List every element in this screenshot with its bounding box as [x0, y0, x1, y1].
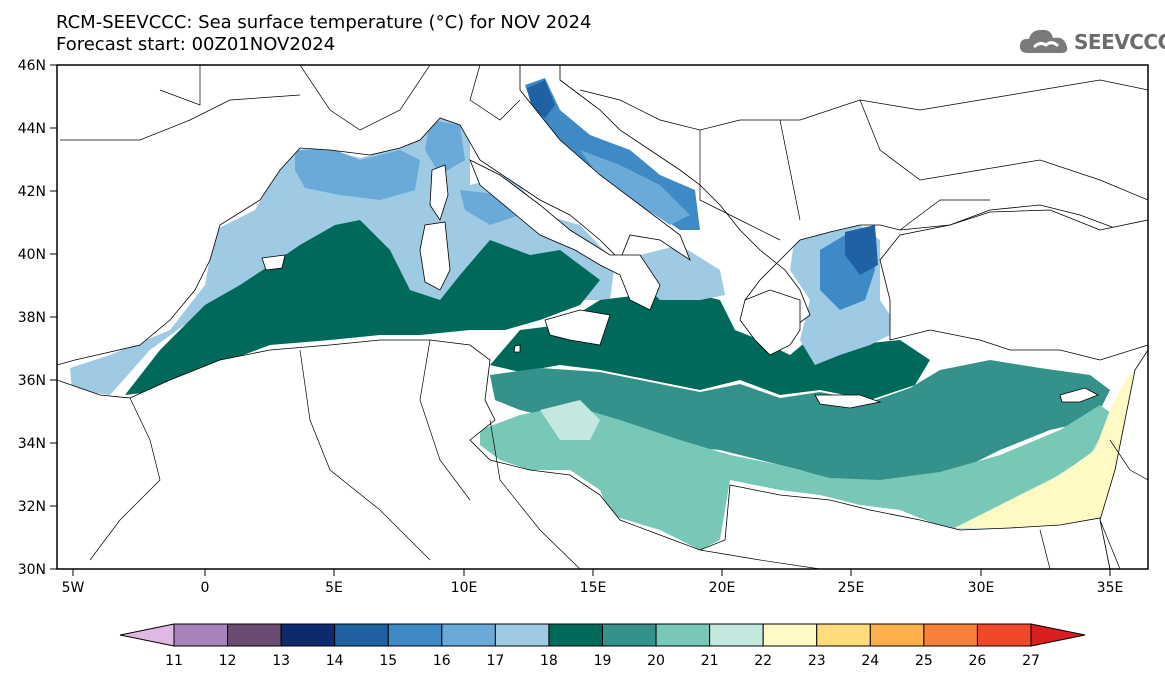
sst-region-wmed-19: [125, 220, 600, 395]
land-north-africa: [57, 339, 1111, 569]
land-europe-west: [57, 65, 691, 366]
lat-tick-label: 42N: [18, 184, 46, 200]
colorbar-label: 17: [486, 653, 504, 669]
lat-tick-label: 34N: [18, 436, 46, 452]
lat-tick-label: 46N: [18, 58, 46, 74]
land-cyprus: [1059, 387, 1099, 403]
lon-tick-label: 10E: [451, 580, 478, 596]
cloud-icon: [1019, 29, 1068, 53]
forecast-start-label: Forecast start: 00Z01NOV2024: [56, 34, 336, 55]
lat-tick-label: 40N: [18, 247, 46, 263]
colorbar-swatch: [869, 623, 925, 647]
lon-tick-label: 35E: [1097, 580, 1124, 596]
colorbar-min-arrow: [119, 623, 175, 647]
colorbar-label: 18: [540, 653, 558, 669]
sst-region-sicily-22: [540, 400, 600, 440]
sst-region-aegean-15: [845, 225, 878, 275]
seevccc-logo: SEEVCCC: [1018, 24, 1165, 60]
sst-region-levant-23: [955, 370, 1135, 528]
colorbar-swatch: [762, 623, 818, 647]
colorbar: 11 12 13 14 15 16 17 18 19 20 21 22 23 24 25 26 27: [119, 623, 1086, 669]
logo-text: SEEVCCC: [1074, 30, 1165, 54]
land-italy: [469, 159, 661, 311]
country-borders: [60, 65, 1148, 569]
lat-axis: 46N 44N 42N 40N 38N 36N 34N 32N 30N: [18, 58, 57, 578]
colorbar-label: 26: [969, 653, 987, 669]
land-greece: [739, 289, 801, 356]
colorbar-swatch: [387, 623, 443, 647]
land-anatolia: [879, 209, 1148, 361]
sst-region-ligurian-17: [425, 120, 465, 175]
sst-region-otranto-18: [640, 245, 725, 300]
colorbar-swatch: [227, 623, 282, 647]
colorbar-label: 14: [326, 653, 344, 669]
land-corsica: [429, 164, 449, 221]
colorbar-label: 21: [701, 653, 719, 669]
colorbar-label: 24: [861, 653, 879, 669]
lon-tick-label: 25E: [838, 580, 865, 596]
colorbar-swatch: [334, 623, 389, 647]
colorbar-label: 12: [219, 653, 237, 669]
colorbar-swatch: [976, 623, 1032, 647]
colorbar-swatch: [280, 623, 336, 647]
colorbar-label: 13: [272, 653, 290, 669]
colorbar-max-arrow: [1030, 623, 1086, 647]
map-title: RCM-SEEVCCC: Sea surface temperature (°C…: [56, 12, 592, 33]
colorbar-label: 25: [915, 653, 933, 669]
lat-tick-label: 36N: [18, 373, 46, 389]
colorbar-swatch: [923, 623, 978, 647]
lat-tick-label: 30N: [18, 562, 46, 578]
colorbar-label: 11: [165, 653, 183, 669]
land-sardinia: [419, 221, 451, 291]
sst-region-ionian-20: [490, 360, 1110, 485]
colorbar-swatch: [494, 623, 550, 647]
land-sicily: [544, 309, 611, 346]
lon-tick-label: 15E: [580, 580, 607, 596]
colorbar-label: 20: [647, 653, 665, 669]
colorbar-swatch: [173, 623, 229, 647]
colorbar-swatch: [709, 623, 764, 647]
sst-region-levant-21: [480, 405, 1120, 550]
lat-tick-label: 32N: [18, 499, 46, 515]
colorbar-label: 27: [1022, 653, 1040, 669]
colorbar-label: 16: [433, 653, 451, 669]
land-pantelleria: [513, 344, 521, 353]
colorbar-swatch: [548, 623, 603, 647]
colorbar-swatch: [655, 623, 711, 647]
land-crete: [814, 394, 882, 409]
land-levant: [1099, 349, 1148, 569]
colorbar-swatch: [816, 623, 871, 647]
lon-tick-label: 30E: [968, 580, 995, 596]
lon-tick-label: 5E: [325, 580, 343, 596]
lon-tick-label: 5W: [62, 580, 85, 596]
colorbar-label: 22: [754, 653, 772, 669]
colorbar-label: 23: [808, 653, 826, 669]
lat-tick-label: 38N: [18, 310, 46, 326]
lon-tick-label: 20E: [709, 580, 736, 596]
sst-region-wmed-17: [295, 148, 420, 200]
lon-tick-label: 0: [201, 580, 210, 596]
land-outlines: [57, 65, 1148, 569]
colorbar-label: 19: [594, 653, 612, 669]
lon-axis: 5W 0 5E 10E 15E 20E 25E 30E 35E: [62, 569, 1124, 596]
sst-field: [70, 78, 1135, 550]
colorbar-swatch: [602, 623, 657, 647]
sst-region-adriatic-17: [580, 150, 690, 225]
colorbar-label: 15: [379, 653, 397, 669]
land-balearics: [261, 254, 286, 271]
colorbar-swatch: [441, 623, 496, 647]
lat-tick-label: 44N: [18, 121, 46, 137]
